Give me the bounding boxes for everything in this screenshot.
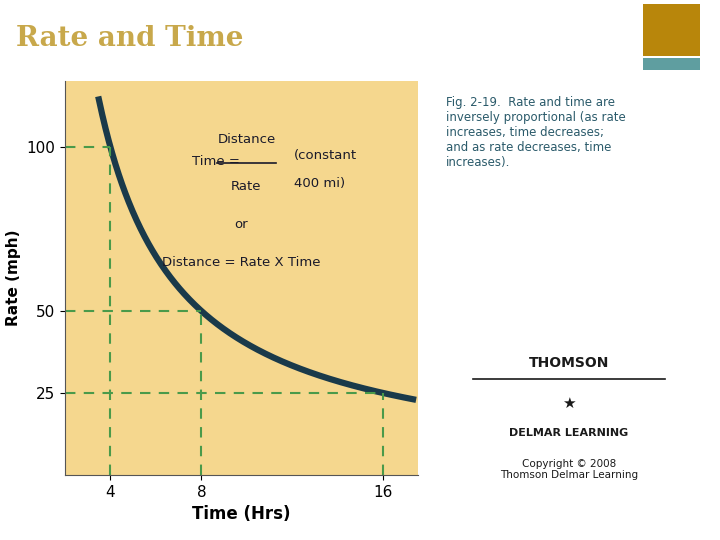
Text: Copyright © 2008
Thomson Delmar Learning: Copyright © 2008 Thomson Delmar Learning: [500, 459, 638, 481]
Text: DELMAR LEARNING: DELMAR LEARNING: [509, 428, 629, 437]
Text: Fig. 2-19.  Rate and time are
inversely proportional (as rate
increases, time de: Fig. 2-19. Rate and time are inversely p…: [446, 96, 626, 169]
Text: 400 mi): 400 mi): [294, 177, 346, 190]
Y-axis label: Rate (mph): Rate (mph): [6, 230, 21, 326]
Text: Rate and Time: Rate and Time: [16, 25, 243, 52]
Bar: [644, 58, 700, 70]
Text: or: or: [235, 218, 248, 231]
Text: Time =: Time =: [192, 156, 244, 168]
X-axis label: Time (Hrs): Time (Hrs): [192, 505, 290, 523]
Bar: [644, 3, 700, 56]
Text: Distance: Distance: [217, 133, 276, 146]
Text: THOMSON: THOMSON: [528, 356, 609, 370]
Text: Rate: Rate: [231, 179, 262, 193]
Text: (constant: (constant: [294, 150, 357, 163]
Text: ★: ★: [562, 396, 575, 411]
Text: Distance = Rate X Time: Distance = Rate X Time: [162, 256, 320, 269]
